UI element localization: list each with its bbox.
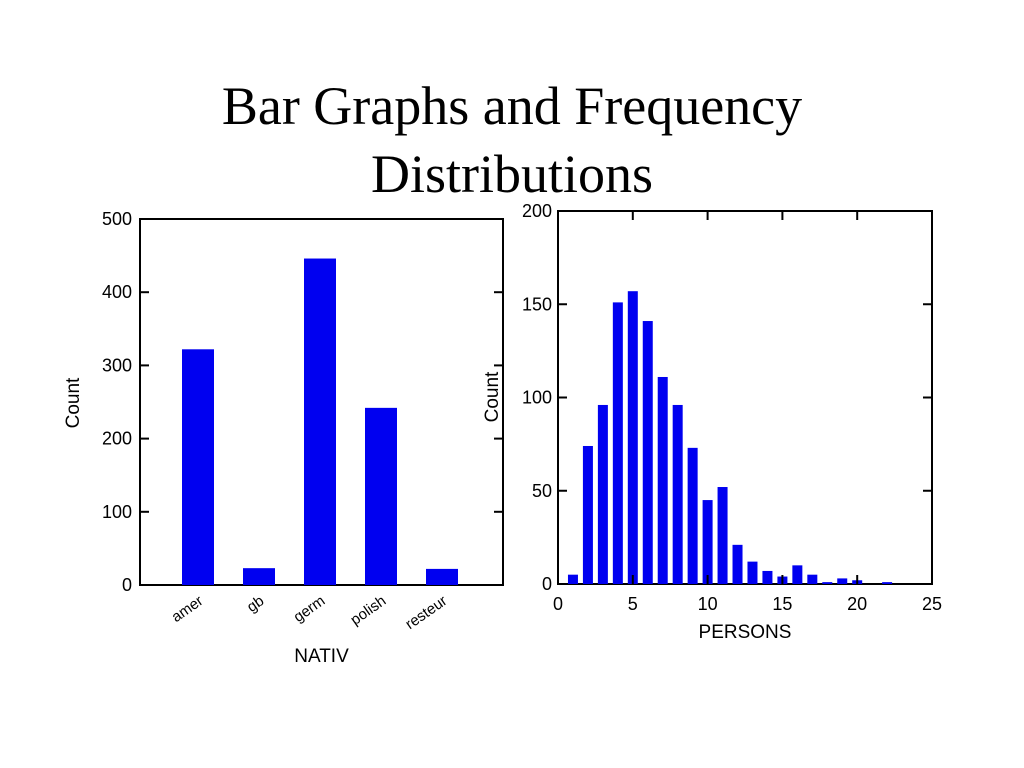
- y-tick-label: 50: [532, 481, 552, 501]
- slide-title: Bar Graphs and Frequency Distributions: [0, 72, 1024, 208]
- y-tick-label: 400: [102, 282, 132, 302]
- x-axis-label: PERSONS: [699, 622, 792, 643]
- y-tick-label: 100: [522, 388, 552, 408]
- x-tick-label-gb: gb: [244, 592, 267, 615]
- y-axis-label: Count: [63, 377, 84, 428]
- bar-persons-6: [642, 321, 653, 584]
- x-tick-label: 5: [628, 594, 638, 614]
- bar-persons-17: [807, 574, 818, 584]
- bar-persons-22: [882, 582, 893, 584]
- slide-title-line-1: Bar Graphs and Frequency: [221, 76, 803, 136]
- bar-persons-11: [717, 487, 728, 584]
- bar-resteur: [426, 568, 458, 585]
- bar-persons-5: [627, 291, 638, 584]
- bar-persons-19: [837, 578, 848, 584]
- y-tick-label: 200: [102, 429, 132, 449]
- slide-title-line-2: Distributions: [370, 144, 654, 204]
- y-tick-label: 200: [522, 201, 552, 221]
- bar-persons-1: [567, 574, 578, 584]
- bar-persons-8: [672, 404, 683, 584]
- bar-persons-10: [702, 500, 713, 584]
- y-axis-label: Count: [482, 371, 503, 422]
- bar-persons-14: [762, 570, 773, 584]
- x-tick-label: 10: [698, 594, 718, 614]
- y-tick-label: 300: [102, 355, 132, 375]
- bar-persons-16: [792, 565, 803, 584]
- bar-persons-3: [597, 404, 608, 584]
- bar-amer: [182, 349, 214, 585]
- y-tick-label: 0: [542, 574, 552, 594]
- bar-persons-7: [657, 376, 668, 584]
- y-tick-label: 100: [102, 502, 132, 522]
- x-axis-label: NATIV: [294, 646, 349, 667]
- bar-persons-9: [687, 447, 698, 584]
- bar-persons-4: [612, 302, 623, 584]
- bar-persons-12: [732, 544, 743, 584]
- bar-persons-18: [822, 582, 833, 584]
- x-tick-label: 15: [772, 594, 792, 614]
- y-tick-label: 0: [122, 575, 132, 595]
- x-tick-label: 0: [553, 594, 563, 614]
- x-tick-label: 20: [847, 594, 867, 614]
- bar-polish: [365, 407, 397, 585]
- x-tick-label: 25: [922, 594, 942, 614]
- bar-gb: [243, 568, 275, 585]
- bar-persons-2: [582, 445, 593, 584]
- bar-persons-13: [747, 561, 758, 584]
- y-tick-label: 150: [522, 294, 552, 314]
- y-tick-label: 500: [102, 209, 132, 229]
- bar-germ: [304, 258, 336, 585]
